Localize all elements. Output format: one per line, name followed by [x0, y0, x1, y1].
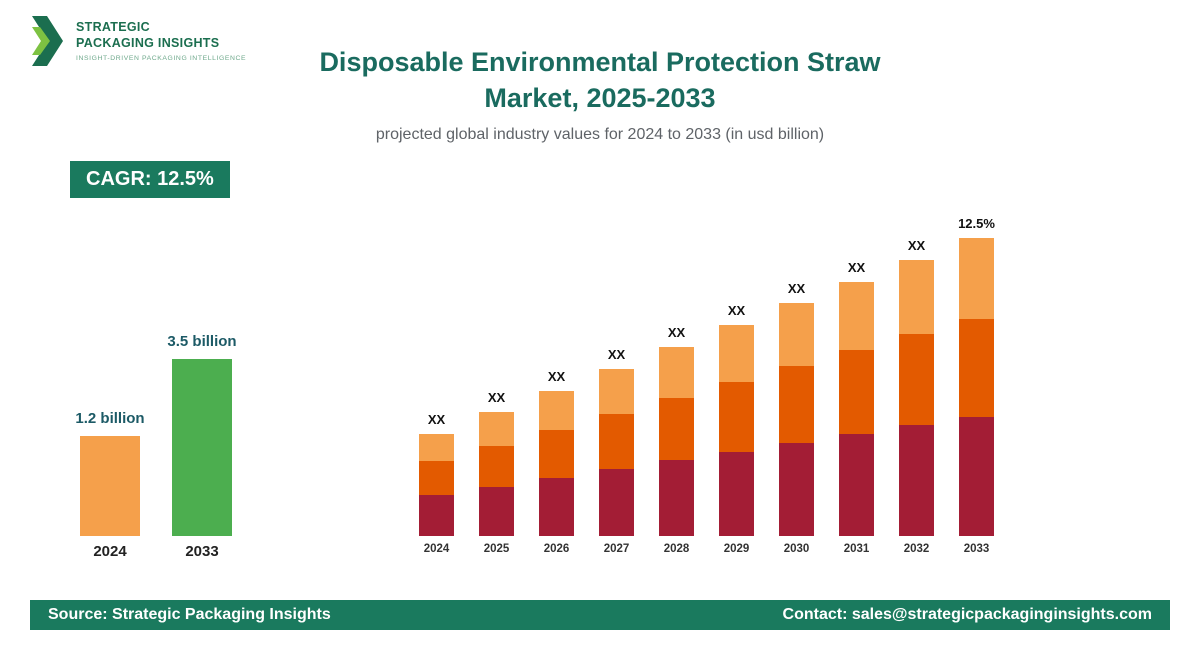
stacked-bar-top-label: XX — [847, 260, 866, 275]
stacked-segment-bottom — [779, 443, 814, 536]
title-block: Disposable Environmental Protection Stra… — [0, 44, 1200, 144]
stacked-bar-year-label: 2028 — [663, 543, 690, 555]
stacked-bar-top-label: XX — [427, 412, 446, 427]
stacked-segment-top — [959, 238, 994, 319]
stacked-bar-top-label: XX — [607, 347, 626, 362]
stacked-bar-top-label: XX — [667, 325, 686, 340]
stacked-chart-bars: XX 2024 XX 2025 XX 2026 XX 2027 XX 2028 XX 2029 XX 20… — [419, 216, 995, 561]
stacked-bar — [659, 347, 694, 536]
summary-bar-group: 1.2 billion 2024 — [75, 410, 144, 561]
stacked-segment-bottom — [479, 487, 514, 536]
footer-bar: Source: Strategic Packaging Insights Con… — [30, 600, 1170, 630]
stacked-bar-top-label: 12.5% — [958, 216, 995, 231]
stacked-bar-top-label: XX — [547, 369, 566, 384]
stacked-segment-bottom — [839, 434, 874, 536]
stacked-segment-top — [839, 282, 874, 350]
stacked-bar-group: XX 2026 — [539, 369, 574, 561]
stacked-segment-top — [419, 434, 454, 461]
stacked-bar-year-label: 2030 — [783, 543, 810, 555]
stacked-bar-top-label: XX — [727, 303, 746, 318]
stacked-bar — [419, 434, 454, 536]
cagr-badge: CAGR: 12.5% — [70, 161, 230, 198]
stacked-bar — [899, 260, 934, 536]
stacked-bar-group: XX 2031 — [839, 260, 874, 561]
stacked-segment-bottom — [539, 478, 574, 536]
stacked-bar-group: XX 2027 — [599, 347, 634, 561]
stacked-segment-middle — [599, 414, 634, 469]
stacked-segment-middle — [839, 350, 874, 434]
stacked-bar — [599, 369, 634, 536]
stacked-bar-group: XX 2025 — [479, 390, 514, 561]
stacked-segment-bottom — [959, 417, 994, 536]
page-title-line1: Disposable Environmental Protection Stra… — [319, 47, 881, 77]
stacked-segment-top — [659, 347, 694, 398]
page-subtitle: projected global industry values for 202… — [375, 125, 825, 143]
stacked-bar — [779, 303, 814, 536]
stacked-segment-middle — [479, 446, 514, 487]
stacked-segment-middle — [659, 398, 694, 460]
summary-bar-year-label: 2024 — [93, 543, 127, 560]
stacked-segment-top — [599, 369, 634, 414]
stacked-bar-year-label: 2027 — [603, 543, 630, 555]
summary-bar-group: 3.5 billion 2033 — [167, 333, 236, 561]
stacked-bar-year-label: 2026 — [543, 543, 570, 555]
stacked-segment-bottom — [719, 452, 754, 536]
stacked-bar-group: XX 2032 — [899, 238, 934, 561]
footer-source: Source: Strategic Packaging Insights — [48, 606, 331, 623]
logo-line1: STRATEGIC — [76, 20, 150, 34]
stacked-bar-year-label: 2029 — [723, 543, 750, 555]
stacked-bar-group: XX 2030 — [779, 281, 814, 561]
stacked-segment-bottom — [599, 469, 634, 536]
stacked-bar-group: 12.5% 2033 — [958, 216, 995, 561]
logo-line2: PACKAGING INSIGHTS — [76, 35, 220, 50]
summary-bar-value-label: 1.2 billion — [75, 410, 145, 427]
logo: STRATEGIC PACKAGING INSIGHTS INSIGHT-DRI… — [30, 14, 246, 68]
stacked-bar-group: XX 2029 — [719, 303, 754, 561]
page-title-line2: Market, 2025-2033 — [484, 83, 716, 114]
logo-tagline: INSIGHT-DRIVEN PACKAGING INTELLIGENCE — [76, 55, 247, 63]
stacked-bar — [839, 282, 874, 536]
stacked-segment-middle — [539, 430, 574, 478]
page-title: Disposable Environmental Protection Stra… — [0, 44, 1200, 117]
stacked-segment-top — [479, 412, 514, 446]
stacked-bar — [719, 325, 754, 536]
stacked-segment-bottom — [659, 460, 694, 536]
stacked-bar — [479, 412, 514, 536]
stacked-segment-top — [719, 325, 754, 382]
stacked-bar — [959, 238, 994, 536]
stacked-segment-middle — [419, 461, 454, 495]
stacked-bar-top-label: XX — [907, 238, 926, 253]
stacked-bar-year-label: 2031 — [843, 543, 870, 555]
summary-bar-value-label: 3.5 billion — [167, 333, 237, 350]
footer-contact: Contact: sales@strategicpackaginginsight… — [782, 606, 1152, 623]
stacked-bar-year-label: 2024 — [423, 543, 450, 555]
summary-chart-bars: 1.2 billion 2024 3.5 billion 2033 — [75, 333, 236, 561]
stacked-bar-group: XX 2024 — [419, 412, 454, 561]
stacked-bar-year-label: 2032 — [903, 543, 930, 555]
stacked-bar-top-label: XX — [487, 390, 506, 405]
stacked-segment-middle — [779, 366, 814, 443]
stacked-bar-top-label: XX — [787, 281, 806, 296]
logo-text: STRATEGIC PACKAGING INSIGHTS INSIGHT-DRI… — [76, 14, 246, 62]
stacked-bar-year-label: 2025 — [483, 543, 510, 555]
summary-bar — [172, 359, 232, 536]
summary-bar-year-label: 2033 — [185, 543, 219, 560]
stacked-segment-bottom — [899, 425, 934, 536]
stacked-segment-top — [539, 391, 574, 430]
summary-bar — [80, 436, 140, 536]
stacked-segment-top — [779, 303, 814, 366]
logo-chevron-icon — [32, 16, 63, 66]
stacked-segment-middle — [719, 382, 754, 452]
stacked-bar-year-label: 2033 — [963, 543, 990, 555]
stacked-segment-middle — [959, 319, 994, 417]
stacked-bar — [539, 391, 574, 536]
stacked-segment-bottom — [419, 495, 454, 536]
stacked-bar-group: XX 2028 — [659, 325, 694, 561]
stacked-segment-top — [899, 260, 934, 334]
stacked-segment-middle — [899, 334, 934, 425]
